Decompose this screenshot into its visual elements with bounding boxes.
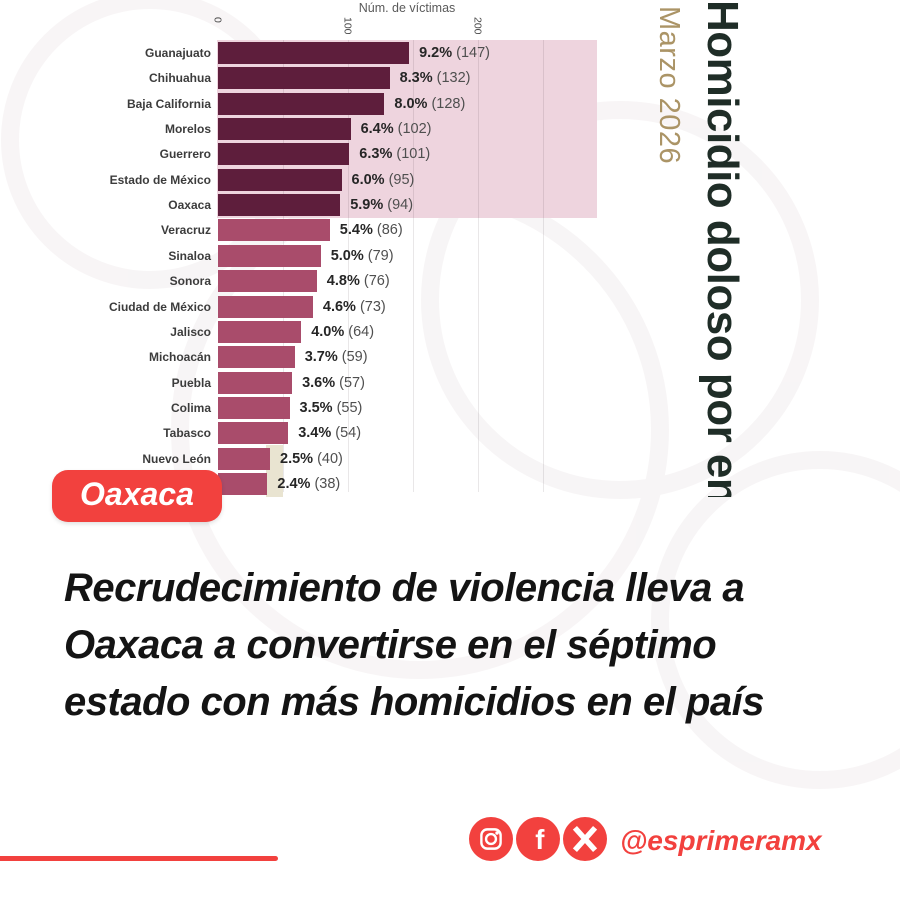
category-label: Guerrero bbox=[159, 147, 211, 162]
value-label: 3.4% (54) bbox=[298, 425, 362, 442]
bar bbox=[218, 422, 289, 445]
bar-row-Oaxaca: Oaxaca 5.9% (94) bbox=[0, 194, 900, 217]
bar bbox=[218, 295, 313, 318]
category-label: Veracruz bbox=[160, 223, 211, 238]
bar-row-Tabasco: Tabasco 3.4% (54) bbox=[0, 422, 900, 445]
bar-row-Jalisco: Jalisco 4.0% (64) bbox=[0, 320, 900, 343]
bar bbox=[218, 219, 330, 242]
bar bbox=[218, 67, 390, 90]
bar bbox=[218, 472, 268, 495]
bar-row-hidden: 2.4% (38) bbox=[0, 472, 900, 495]
bar bbox=[218, 42, 410, 64]
bar bbox=[218, 92, 385, 115]
category-label: Tabasco bbox=[163, 426, 211, 441]
chart-vertical-subtitle: Marzo 2026 bbox=[653, 6, 685, 165]
bar bbox=[218, 143, 350, 166]
bar bbox=[218, 320, 302, 343]
value-label: 4.6% (73) bbox=[322, 298, 386, 315]
gridline-100 bbox=[347, 40, 349, 492]
headline-line-1: Recrudecimiento de violencia lleva a bbox=[64, 566, 745, 610]
bar-row-Michoacán: Michoacán 3.7% (59) bbox=[0, 346, 900, 369]
bar-row-Veracruz: Veracruz 5.4% (86) bbox=[0, 219, 900, 242]
gridline-250 bbox=[542, 40, 544, 492]
category-label: Chihuahua bbox=[149, 71, 211, 86]
instagram-icon[interactable] bbox=[469, 817, 513, 861]
bar bbox=[218, 194, 341, 217]
bar-row-Baja California: Baja California 8.0% (128) bbox=[0, 92, 900, 115]
category-label: Colima bbox=[170, 400, 211, 415]
bar bbox=[218, 168, 342, 191]
category-label: Oaxaca bbox=[168, 198, 211, 213]
x-tick-200: 200 bbox=[471, 17, 484, 35]
bar bbox=[218, 371, 293, 394]
gridline-150 bbox=[412, 40, 414, 492]
svg-text:f: f bbox=[535, 824, 545, 855]
value-label: 4.8% (76) bbox=[326, 273, 390, 290]
social-handle[interactable]: @esprimeramx bbox=[620, 825, 822, 856]
bar bbox=[218, 244, 321, 267]
chart-beige-band bbox=[266, 445, 283, 497]
value-label: 3.7% (59) bbox=[304, 349, 368, 366]
value-label: 2.5% (40) bbox=[280, 450, 343, 467]
bar-row-Sonora: Sonora 4.8% (76) bbox=[0, 270, 900, 293]
category-label: Morelos bbox=[164, 122, 211, 137]
category-label: Estado de México bbox=[109, 172, 211, 187]
chart-vertical-title: Homicidio doloso por en bbox=[698, 0, 747, 497]
category-label: Jalisco bbox=[170, 324, 211, 339]
bar-row-Sinaloa: Sinaloa 5.0% (79) bbox=[0, 244, 900, 267]
headline-line-2: Oaxaca a convertirse en el séptimo bbox=[64, 623, 717, 667]
facebook-icon[interactable]: f bbox=[516, 817, 560, 861]
category-label: Guanajuato bbox=[144, 46, 211, 60]
social-icons: f bbox=[469, 817, 607, 861]
gridline-200 bbox=[477, 40, 479, 492]
bar-row-Ciudad de México: Ciudad de México 4.6% (73) bbox=[0, 295, 900, 318]
bar-row-Estado de México: Estado de México 6.0% (95) bbox=[0, 168, 900, 191]
bar bbox=[218, 270, 317, 293]
bar bbox=[218, 447, 270, 470]
value-label: 5.4% (86) bbox=[339, 222, 403, 239]
value-label: 3.6% (57) bbox=[302, 374, 365, 391]
value-label: 6.0% (95) bbox=[351, 171, 415, 188]
headline-line-3: estado con más homicidios en el país bbox=[64, 680, 765, 724]
value-label: 8.0% (128) bbox=[394, 95, 466, 112]
bar-row-Morelos: Morelos 6.4% (102) bbox=[0, 118, 900, 141]
category-label: Sonora bbox=[169, 274, 211, 289]
bar bbox=[218, 346, 295, 369]
x-axis-title: Núm. de víctimas bbox=[358, 1, 456, 15]
value-label: 3.5% (55) bbox=[299, 399, 363, 416]
x-tick-100: 100 bbox=[341, 17, 354, 35]
x-icon[interactable] bbox=[563, 817, 607, 861]
bar-row-Guanajuato: Guanajuato 9.2% (147) bbox=[0, 42, 900, 64]
bottom-accent-line bbox=[0, 856, 278, 861]
category-label: Baja California bbox=[126, 96, 211, 111]
value-label: 6.3% (101) bbox=[359, 146, 431, 163]
bar-row-Chihuahua: Chihuahua 8.3% (132) bbox=[0, 67, 900, 90]
category-label: Sinaloa bbox=[168, 248, 211, 263]
headline: Recrudecimiento de violencia lleva a Oax… bbox=[64, 560, 844, 731]
value-label: 5.9% (94) bbox=[350, 197, 414, 214]
state-badge: Oaxaca bbox=[52, 470, 222, 522]
bar-row-Guerrero: Guerrero 6.3% (101) bbox=[0, 143, 900, 166]
category-label: Ciudad de México bbox=[108, 299, 211, 314]
x-tick-0: 0 bbox=[211, 17, 224, 23]
value-label: 5.0% (79) bbox=[330, 247, 394, 264]
value-label: 4.0% (64) bbox=[311, 323, 375, 340]
category-label: Puebla bbox=[171, 375, 211, 390]
bar bbox=[218, 396, 290, 419]
bar-row-Nuevo León: Nuevo León 2.5% (40) bbox=[0, 447, 900, 470]
bar bbox=[218, 118, 351, 141]
value-label: 6.4% (102) bbox=[360, 121, 432, 138]
bar-row-Puebla: Puebla 3.6% (57) bbox=[0, 371, 900, 394]
category-label: Michoacán bbox=[148, 350, 211, 365]
bar-row-Colima: Colima 3.5% (55) bbox=[0, 396, 900, 419]
value-label: 2.4% (38) bbox=[277, 475, 341, 492]
homicides-bar-chart: Núm. de víctimas 0 100 200 Guanajuato 9.2%(… bbox=[0, 1, 900, 497]
value-label: 8.3% (132) bbox=[399, 70, 471, 87]
category-label: Nuevo León bbox=[142, 451, 211, 466]
value-label: 9.2% (147) bbox=[419, 45, 491, 61]
